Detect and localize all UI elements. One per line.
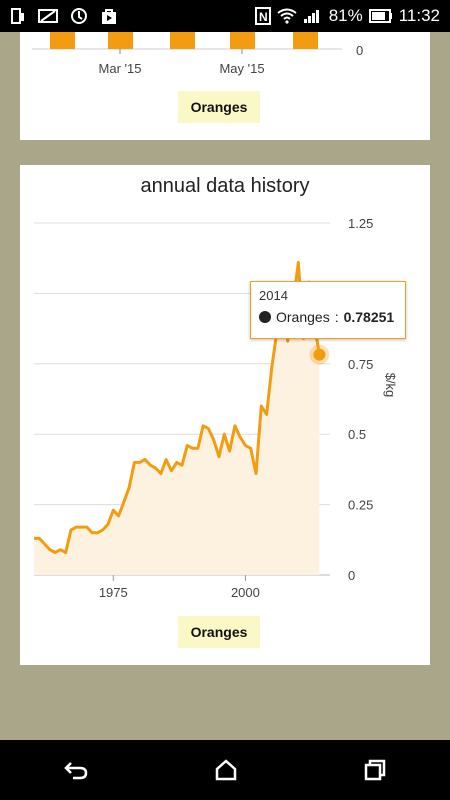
clock: 11:32 <box>398 6 440 25</box>
area-fill <box>34 262 320 575</box>
series-line-oranges <box>34 260 321 554</box>
legend-oranges[interactable]: Oranges <box>178 616 260 648</box>
wifi-icon <box>277 8 297 24</box>
y-tick-label: 0.75 <box>348 357 373 372</box>
bar <box>108 32 133 49</box>
nfc-icon: N <box>254 7 271 25</box>
tooltip-row: Oranges: 0.78251 <box>259 309 397 325</box>
x-axis: 1975 2000 <box>99 575 260 600</box>
x-tick-label: May '15 <box>219 61 264 76</box>
home-icon[interactable] <box>214 759 238 781</box>
bar <box>170 32 195 49</box>
bar <box>50 32 75 49</box>
tooltip-series: Oranges <box>276 309 330 325</box>
store-icon <box>100 7 118 25</box>
series-area <box>34 262 320 575</box>
back-icon[interactable] <box>63 759 89 781</box>
navigation-bar <box>0 740 450 800</box>
highlight <box>309 344 330 365</box>
sync-icon <box>70 7 88 25</box>
x-tick-label: Mar '15 <box>99 61 142 76</box>
recent-apps-icon[interactable] <box>363 759 387 781</box>
no-sim-icon <box>38 8 58 24</box>
battery-percent: 81% <box>328 6 363 25</box>
series-dot-icon <box>259 311 271 323</box>
tooltip-year: 2014 <box>259 288 288 303</box>
x-tick-label: 2000 <box>231 585 260 600</box>
tooltip-colon: : <box>334 309 339 325</box>
y-tick-label: 0.5 <box>348 427 366 442</box>
bar <box>293 32 318 49</box>
monthly-chart-card: Mar '15 May '15 0 Oranges <box>20 32 430 140</box>
status-left-icons <box>0 7 118 25</box>
y-tick-label: 0 <box>348 568 355 583</box>
screen-rotate-icon <box>10 7 26 25</box>
y-axis-label: $/kg <box>383 373 398 398</box>
data-tooltip: 2014 Oranges: 0.78251 <box>250 281 406 339</box>
chart-title: annual data history <box>140 175 310 197</box>
y-axis: 00.250.50.7511.25 <box>348 216 373 583</box>
y-tick-label: 0 <box>356 43 363 58</box>
annual-chart-card: annual data history 00.250.50.7511.25 19… <box>20 165 430 665</box>
legend-oranges[interactable]: Oranges <box>178 91 260 123</box>
y-tick-label: 0.25 <box>348 498 373 513</box>
highlight-point <box>313 348 326 361</box>
tooltip-value: 0.78251 <box>343 309 395 325</box>
y-tick-label: 1.25 <box>348 216 373 231</box>
signal-icon <box>303 8 323 24</box>
bar <box>230 32 255 49</box>
status-right: N 81% 11:32 <box>254 6 450 26</box>
svg-text:N: N <box>259 10 268 24</box>
series-line <box>34 260 321 554</box>
battery-icon <box>368 9 393 23</box>
status-bar: N 81% 11:32 <box>0 0 450 32</box>
monthly-chart: Mar '15 May '15 0 <box>32 32 363 76</box>
x-tick-label: 1975 <box>99 585 128 600</box>
